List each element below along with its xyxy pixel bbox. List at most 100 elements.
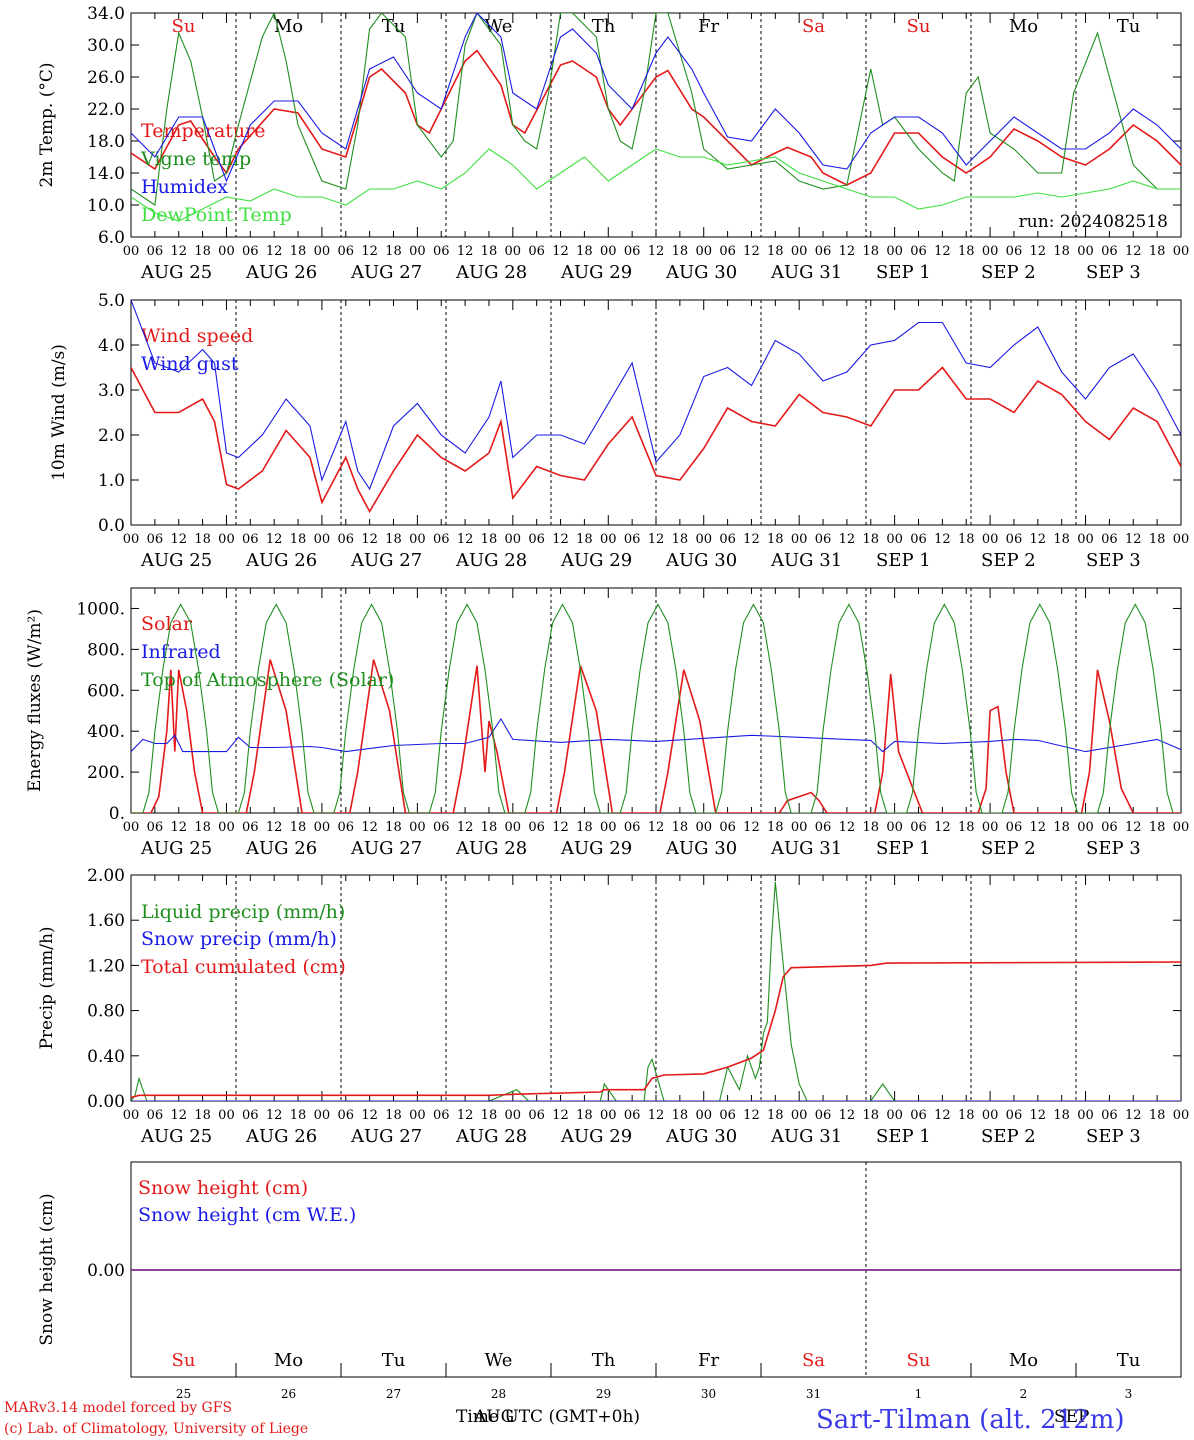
y-axis-label: Precip (mm/h) [37,926,57,1049]
hour-tick-label: 00 [505,820,522,835]
date-label: AUG 31 [770,1126,842,1147]
weekday-label: Mo [274,16,303,37]
hour-tick-label: 00 [314,244,331,259]
hour-tick-label: 18 [1053,244,1070,259]
hour-tick-label: 18 [1053,820,1070,835]
date-label: AUG 29 [560,262,632,283]
legend-entry: Snow precip (mm/h) [141,928,337,950]
hour-tick-label: 00 [505,1108,522,1123]
hour-tick-label: 18 [1149,244,1166,259]
hour-tick-label: 00 [886,532,903,547]
hour-tick-label: 06 [147,244,164,259]
hour-tick-label: 06 [1006,244,1023,259]
hour-tick-label: 00 [982,532,999,547]
series-line-humidex [131,13,1181,183]
date-label: AUG 25 [140,262,212,283]
series-line-infrared [131,717,1181,753]
y-tick-label: 1.0 [98,471,125,491]
hour-tick-label: 06 [1006,1108,1023,1123]
hour-tick-label: 18 [385,532,402,547]
hour-tick-label: 00 [218,532,235,547]
hour-tick-label: 06 [433,820,450,835]
hour-tick-label: 00 [409,1108,426,1123]
weekday-label: Su [172,16,196,37]
hour-tick-label: 18 [958,244,975,259]
hour-tick-label: 18 [481,244,498,259]
legend-entry: Temperature [141,120,265,142]
y-tick-label: 5.0 [98,291,125,311]
y-axis-label: Energy fluxes (W/m²) [25,609,45,792]
hour-tick-label: 12 [839,532,856,547]
hour-tick-label: 00 [1173,532,1190,547]
hour-tick-label: 00 [600,820,617,835]
hour-tick-label: 06 [528,820,545,835]
hour-tick-label: 12 [552,532,569,547]
hour-tick-label: 06 [910,532,927,547]
date-label: SEP 1 [876,550,931,571]
date-label: SEP 1 [876,1126,931,1147]
hour-tick-label: 18 [576,244,593,259]
hour-tick-label: 12 [266,820,283,835]
hour-tick-label: 12 [266,1108,283,1123]
hour-tick-label: 06 [242,1108,259,1123]
hour-tick-label: 18 [767,244,784,259]
weekday-label: Mo [1009,16,1038,37]
hour-tick-label: 06 [910,1108,927,1123]
hour-tick-label: 12 [839,244,856,259]
hour-tick-label: 12 [361,820,378,835]
weekday-label: Tu [1117,1350,1141,1371]
plot-frame [130,299,1182,526]
date-label: AUG 26 [245,1126,317,1147]
hour-tick-label: 06 [242,820,259,835]
day-number-label: 29 [596,1387,611,1401]
date-label: AUG 28 [455,550,527,571]
date-label: AUG 31 [770,262,842,283]
day-number-label: 26 [281,1387,296,1401]
hour-tick-label: 18 [767,532,784,547]
hour-tick-label: 12 [1125,820,1142,835]
y-tick-label: 0. [109,804,125,824]
hour-tick-label: 06 [242,532,259,547]
y-tick-label: 22.0 [87,100,125,120]
hour-tick-label: 00 [695,1108,712,1123]
weekday-label: Tu [382,16,406,37]
hour-tick-label: 18 [767,1108,784,1123]
hour-tick-label: 18 [481,820,498,835]
hour-tick-label: 12 [648,820,665,835]
series-line-top-of-atmosphere-solar- [131,603,1174,813]
hour-tick-label: 18 [385,1108,402,1123]
date-label: AUG 27 [350,550,422,571]
hour-tick-label: 06 [1101,1108,1118,1123]
hour-tick-label: 00 [1173,820,1190,835]
y-tick-label: 0.00 [87,1092,125,1112]
hour-tick-label: 06 [337,820,354,835]
hour-tick-label: 12 [934,532,951,547]
y-axis-label: Snow height (cm) [37,1193,57,1345]
y-tick-label: 34.0 [87,4,125,24]
panel-5: 0.00 Snow height (cm) Su Mo Tu We Th Fr Sa Su Mo Tu… [37,1161,1182,1401]
legend-entry: Solar [141,613,193,635]
hour-tick-label: 12 [934,820,951,835]
legend-entry: Snow height (cm) [138,1177,308,1199]
plot-frame [130,587,1182,814]
hour-tick-label: 18 [194,244,211,259]
legend-entry: DewPoint Temp [141,204,292,226]
hour-tick-label: 12 [1125,244,1142,259]
series-line-total-cumulated-cm- [131,961,1181,1099]
hour-tick-label: 00 [886,244,903,259]
day-number-label: 3 [1125,1387,1133,1401]
y-axis-label: 10m Wind (m/s) [49,344,69,481]
hour-tick-label: 12 [170,820,187,835]
legend-entry: Wind gust [141,353,239,375]
date-label: AUG 30 [665,262,737,283]
time-axis-label: Time UTC (GMT+0h) [456,1407,640,1427]
hour-tick-label: 00 [409,532,426,547]
hour-tick-label: 06 [528,244,545,259]
chart-panels: 34.030.026.022.018.014.010.06.02m Temp. … [25,4,1189,1401]
legend-entry: Infrared [141,641,221,663]
y-tick-label: 14.0 [87,164,125,184]
y-tick-label: 26.0 [87,68,125,88]
legend-entry: Snow height (cm W.E.) [138,1204,356,1226]
date-label: AUG 27 [350,1126,422,1147]
